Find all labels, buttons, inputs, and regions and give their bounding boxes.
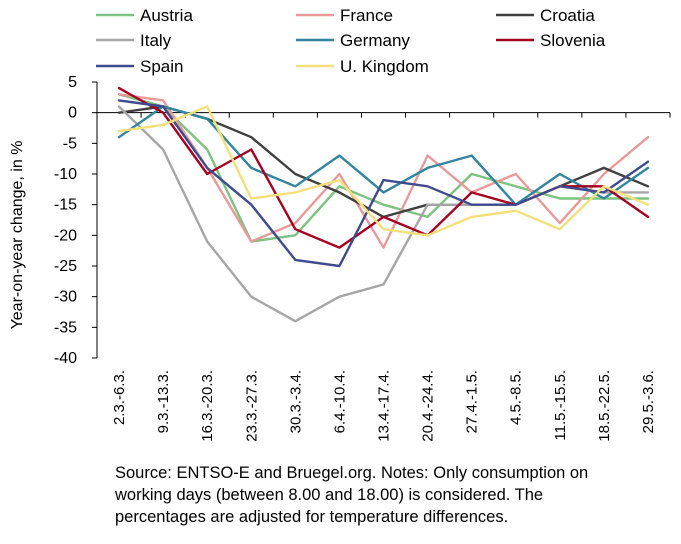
source-note-line: percentages are adjusted for temperature… <box>115 508 509 526</box>
chart-legend: Austria France Croatia Italy Germany Slovenia… <box>96 6 606 76</box>
y-tick-label: -30 <box>54 289 77 306</box>
x-tick-label: 13.4.-17.4. <box>376 370 393 442</box>
y-tick-label: -35 <box>54 319 77 336</box>
legend-label: U. Kingdom <box>340 57 429 76</box>
legend-label: Austria <box>140 6 193 25</box>
x-tick-label: 29.5.-3.6. <box>640 370 657 433</box>
x-tick-label: 6.4.-10.4. <box>331 370 348 433</box>
source-note-line: Source: ENTSO-E and Bruegel.org. Notes: … <box>115 464 589 482</box>
y-tick-label: -25 <box>54 258 77 275</box>
x-tick-label: 11.5.-15.5. <box>552 370 569 441</box>
x-tick-label: 23.3.-27.3. <box>243 370 260 442</box>
x-tick-label: 16.3.-20.3. <box>199 370 216 442</box>
legend-label: Italy <box>140 31 172 50</box>
x-tick-label: 2.3.-6.3. <box>111 370 128 425</box>
y-tick-label: -40 <box>54 350 77 367</box>
y-axis-title: Year-on-year change, in % <box>9 141 26 330</box>
series-line <box>117 99 650 268</box>
legend-label: France <box>340 6 393 25</box>
legend-label: Germany <box>340 31 410 50</box>
x-tick-label: 27.4.-1.5. <box>464 370 481 433</box>
legend-label: Croatia <box>540 6 595 25</box>
series-line <box>117 93 650 243</box>
y-tick-label: -10 <box>54 166 77 183</box>
y-tick-label: -20 <box>54 227 77 244</box>
x-tick-label: 20.4.-24.4. <box>420 370 437 442</box>
series-line <box>117 105 650 206</box>
series-line <box>117 105 650 237</box>
y-axis: 5 0 -5 -10 -15 -20 -25 -30 -35 -40 <box>54 74 98 367</box>
y-tick-label: 5 <box>68 74 77 91</box>
x-tick-label: 30.3.-3.4. <box>287 370 304 433</box>
x-axis: 2.3.-6.3. 9.3.-13.3. 16.3.-20.3. 23.3.-27.3… <box>96 112 671 442</box>
source-note: Source: ENTSO-E and Bruegel.org. Notes: … <box>115 462 675 528</box>
x-tick-label: 4.5.-8.5. <box>508 370 525 425</box>
x-tick-label: 9.3.-13.3. <box>155 370 172 433</box>
y-tick-label: 0 <box>68 105 77 122</box>
y-tick-label: -15 <box>54 197 77 214</box>
y-tick-label: -5 <box>63 135 77 152</box>
legend-label: Spain <box>140 57 183 76</box>
legend-label: Slovenia <box>540 31 606 50</box>
source-note-line: working days (between 8.00 and 18.00) is… <box>115 486 544 504</box>
x-tick-label: 18.5.-22.5. <box>596 370 613 442</box>
plot-area <box>117 86 650 323</box>
